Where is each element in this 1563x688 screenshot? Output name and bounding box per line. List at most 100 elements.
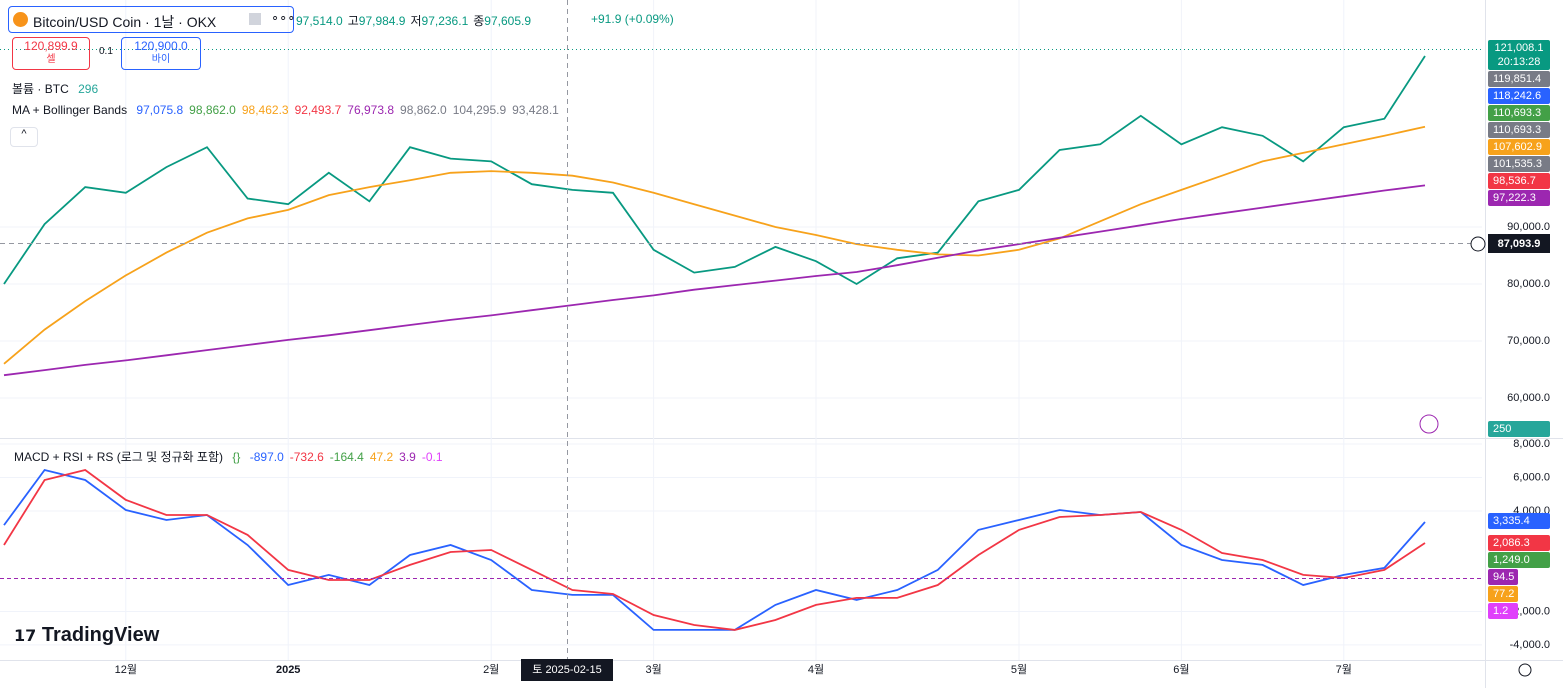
indicator-badge [1488,535,1550,551]
indicator-badge [1488,513,1550,529]
price-badge-label: 250 [1493,423,1511,435]
legend-value: 98,462.3 [241,103,289,117]
logo-mark: 𝟭𝟳 [14,628,37,645]
ohlc-value: 97,514.0 [296,14,343,28]
indicator-badge [1488,603,1518,619]
legend-value: 47.2 [369,450,394,464]
y-tick-label: -4,000.0 [1510,639,1550,651]
volume-value: 296 [78,82,99,96]
collapse-button[interactable]: ^ [10,127,38,147]
indicator-badge-label: 2,086.3 [1493,537,1530,549]
volume-label: 볼륨 · BTC [12,82,69,96]
indicator-badge-label: 3,335.4 [1493,515,1530,527]
spread: 0.1 [99,46,113,57]
sell-button[interactable]: 120,899.9 셀 [12,37,90,70]
price-badge-sub: 20:13:28 [1498,56,1541,68]
legend-value: 98,862.0 [400,103,447,117]
macd-legend: MACD + RSI + RS (로그 및 정규화 포함) {} -897.0-… [14,448,443,465]
buy-label: 바이 [151,54,171,65]
crosshair-price: 87,093.9 [1498,238,1541,250]
x-tick-label: 2월 [483,663,499,676]
x-tick-label: 5월 [1011,663,1027,676]
legend-value: 104,295.9 [452,103,507,117]
indicator-badge-label: 94.5 [1493,571,1514,583]
price-badge [1488,139,1550,155]
ma-label: MA + Bollinger Bands [12,103,128,117]
series-line [3,125,1426,365]
crosshair-price-box [1488,234,1550,253]
x-tick-label: 7월 [1336,663,1352,676]
buy-button[interactable]: 120,900.0 바이 [121,37,201,70]
symbol: Bitcoin/USD Coin · 1날 · OKX [33,14,217,30]
price-badge-label: 118,242.6 [1493,90,1541,102]
legend-value: -164.4 [329,450,364,464]
settings-button[interactable] [1518,663,1532,677]
x-tick-label: 4월 [808,663,824,676]
indicator-badge [1488,552,1550,568]
y-tick-label: 8,000.0 [1513,438,1550,450]
price-badge-label: 107,602.9 [1493,141,1542,153]
legend-value: 92,493.7 [294,103,342,117]
y-tick-label: 60,000.0 [1507,392,1550,404]
price-badge-label: 119,851.4 [1493,73,1541,85]
ohlc-key: 저 [410,14,422,28]
y-tick-label: -2,000.0 [1510,605,1550,617]
change: +91.9 (+0.09%) [591,12,674,26]
y-tick-label: 80,000.0 [1507,278,1550,290]
braces-icon[interactable]: {} [232,450,241,464]
ohlc-value: 97,236.1 [421,14,469,28]
price-badge [1488,122,1550,138]
price-badge-label: 97,222.3 [1493,192,1536,204]
add-button[interactable] [1470,236,1486,252]
legend-value: 97,075.8 [136,103,184,117]
logo: 𝟭𝟳 TradingView [14,624,159,647]
alert-button[interactable] [1419,414,1439,434]
symbol-box[interactable]: Bitcoin/USD Coin · 1날 · OKX ∘∘∘ [8,6,296,33]
sell-price: 120,899.9 [24,39,78,53]
series-line [3,469,1426,631]
price-badge [1488,190,1550,206]
indicator-badge-label: 1.2 [1493,605,1508,617]
ohlc-key: 고 [347,14,359,28]
indicator-badge [1488,586,1518,602]
x-tick-label: 3월 [645,663,661,676]
legend-value: -897.0 [249,450,284,464]
price-badge-label: 110,693.3 [1493,124,1541,136]
price-badge [1488,88,1550,104]
ohlc-value: 97,984.9 [358,14,406,28]
legend-value: -0.1 [421,450,443,464]
series-line [3,55,1426,286]
price-badge-label: 121,008.1 [1495,42,1544,54]
volume-legend: 볼륨 · BTC 296 [12,80,98,97]
y-tick-label: 6,000.0 [1513,471,1550,483]
indicator-badge-label: 77.2 [1493,588,1514,600]
legend-value: 3.9 [399,450,416,464]
x-tick-label: 6월 [1173,663,1189,676]
flag-icon[interactable] [249,13,261,25]
crosshair-date-box [521,659,613,681]
price-badge [1488,156,1550,172]
crosshair-date: 토 2025-02-15 [532,664,601,676]
legend-value: -732.6 [289,450,324,464]
price-badge [1488,71,1550,87]
x-tick-label: 2025 [276,664,300,676]
price-badge-label: 110,693.3 [1493,107,1541,119]
logo-text: TradingView [41,624,160,646]
y-tick-label: 70,000.0 [1507,335,1550,347]
series-line [3,184,1426,377]
legend-value: 93,428.1 [512,103,559,117]
price-badge-label: 101,535.3 [1493,158,1542,170]
legend-value: 98,862.0 [189,103,236,117]
price-badge [1488,173,1550,189]
ma-legend: MA + Bollinger Bands 97,075.8 98,862.0 98,… [12,103,559,117]
price-badge [1488,40,1550,70]
indicator-badge-label: 1,249.0 [1493,554,1530,566]
macd-label: MACD + RSI + RS (로그 및 정규화 포함) [14,450,224,464]
ohlc: 97,514.0 고97,984.9 저97,236.1 종97,605.9 [296,12,531,29]
legend-value: 76,973.8 [347,103,395,117]
more-icon[interactable]: ∘∘∘ [271,10,296,25]
buy-price: 120,900.0 [134,39,188,53]
ohlc-key: 종 [473,14,485,28]
